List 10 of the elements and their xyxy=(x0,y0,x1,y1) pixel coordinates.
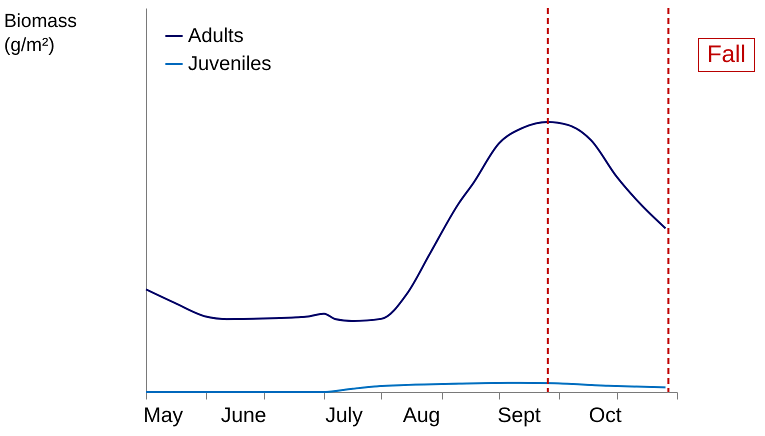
x-tick-label: June xyxy=(220,404,266,427)
y-axis-title: Biomass (g/m²) xyxy=(4,10,77,58)
x-tick-label: May xyxy=(143,404,184,427)
x-tick-label: July xyxy=(325,404,364,427)
text: Fall xyxy=(698,38,755,72)
legend-label: Juveniles xyxy=(188,53,272,75)
x-tick-label: Aug xyxy=(402,404,440,427)
legend-label: Adults xyxy=(188,25,244,47)
x-tick-label: Oct xyxy=(588,404,622,427)
x-tick-label: Sept xyxy=(498,404,541,427)
